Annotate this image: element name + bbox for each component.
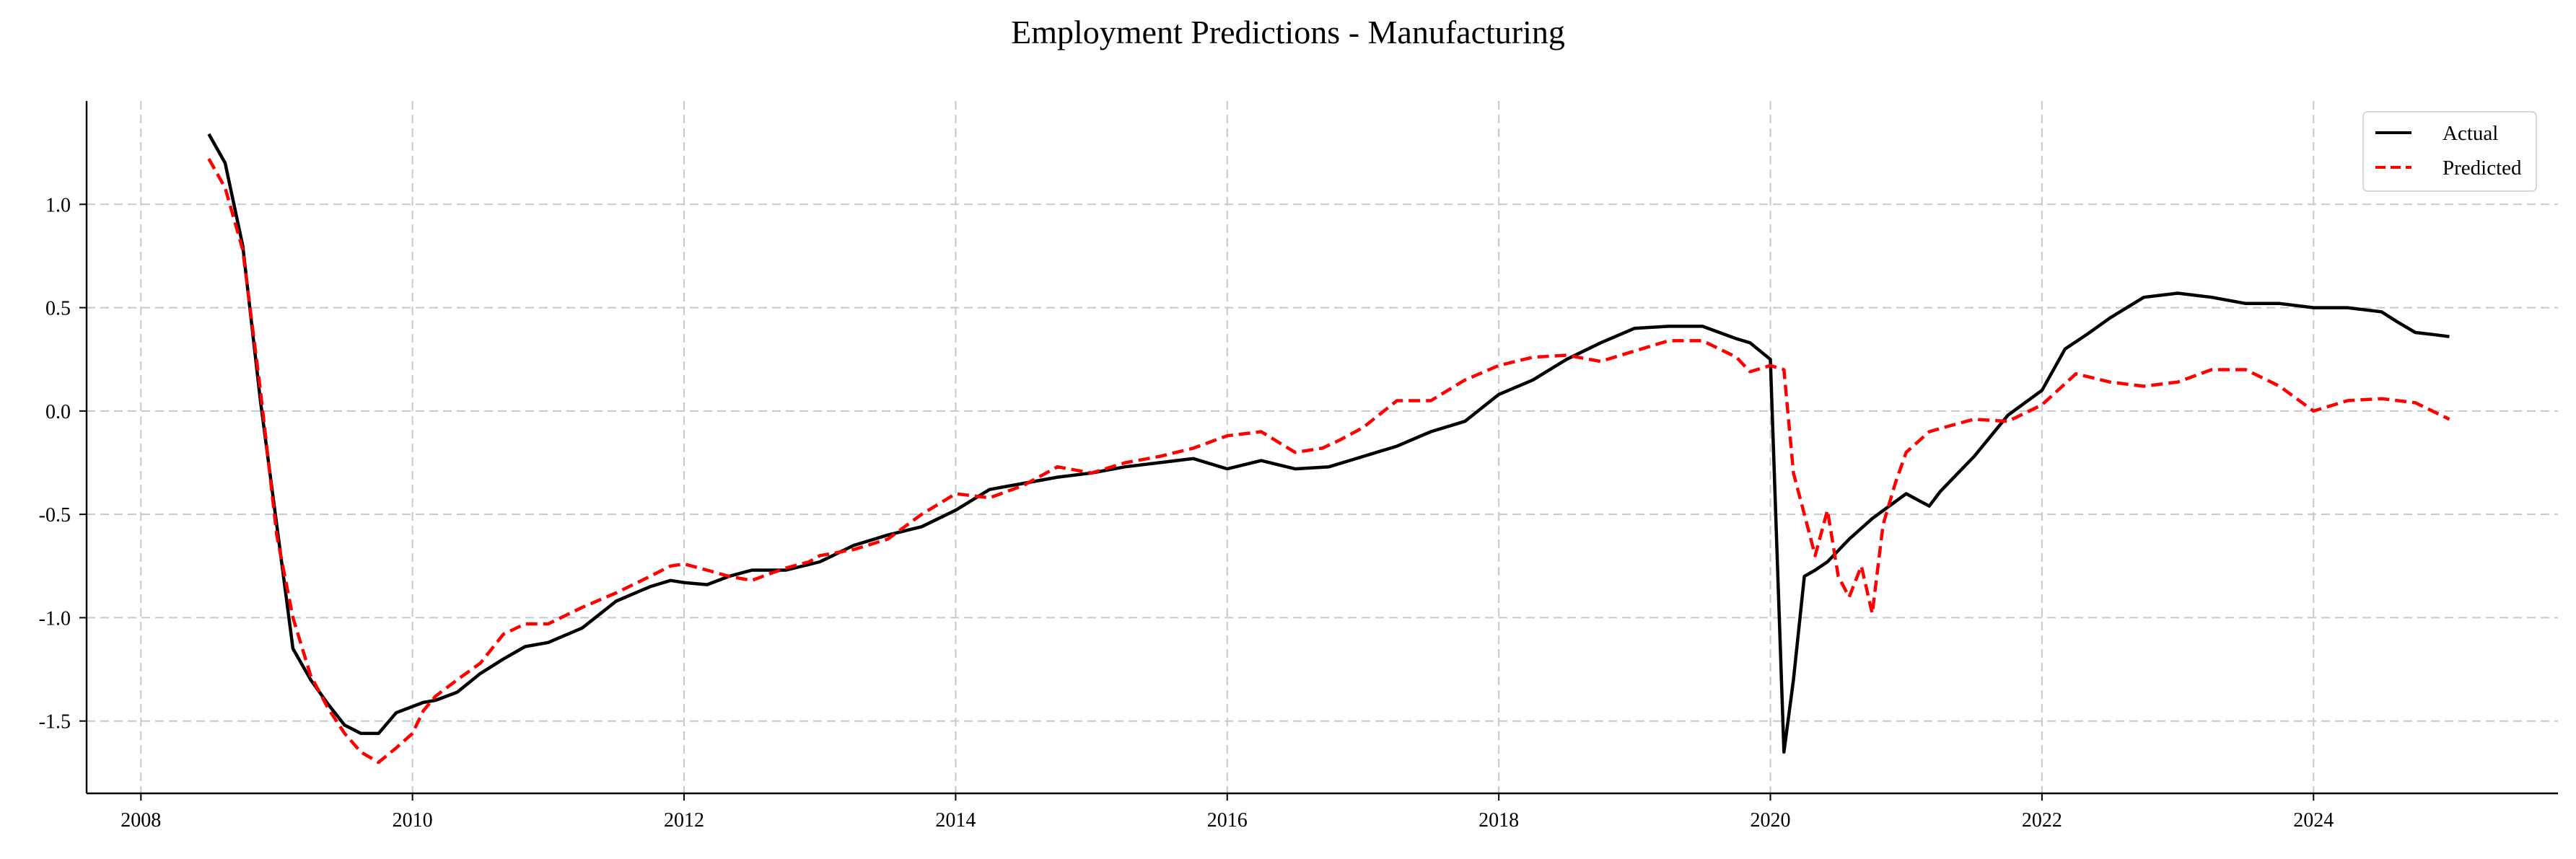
chart-title: Employment Predictions - Manufacturing	[1011, 14, 1565, 50]
y-tick-label: 1.0	[45, 194, 71, 216]
x-tick-label: 2022	[2022, 809, 2062, 832]
x-tick-label: 2024	[2293, 809, 2334, 832]
legend-label-predicted: Predicted	[2443, 157, 2522, 180]
series-line-predicted	[207, 158, 2450, 765]
x-tick-label: 2008	[121, 809, 161, 832]
series-line-actual	[207, 133, 2450, 754]
x-tick-label: 2020	[1751, 809, 1791, 832]
x-tick-label: 2012	[664, 809, 704, 832]
axes	[85, 101, 2558, 795]
y-tick-label: 0.5	[45, 298, 71, 320]
x-tick-label: 2010	[393, 809, 433, 832]
y-tick-label: -1.5	[39, 711, 71, 734]
tick-labels: 2008 2010 2012 2014 2016 2018 2020 2022 2024 1.0 0…	[39, 194, 2334, 832]
y-tick-label: -1.0	[39, 607, 71, 630]
legend-label-actual: Actual	[2443, 122, 2498, 145]
grid	[87, 101, 2558, 793]
series-lines	[207, 133, 2450, 765]
y-tick-label: 0.0	[45, 401, 71, 423]
x-tick-label: 2014	[935, 809, 976, 832]
legend: Actual Predicted	[2362, 111, 2537, 192]
x-tick-label: 2016	[1207, 809, 1248, 832]
y-tick-label: -0.5	[39, 504, 71, 527]
x-tick-label: 2018	[1478, 809, 1519, 832]
